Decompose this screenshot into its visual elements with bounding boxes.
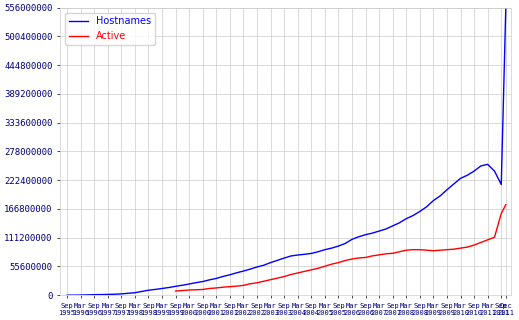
Active xyxy=(342,259,348,262)
Active xyxy=(179,289,185,292)
Active xyxy=(329,262,335,266)
Active xyxy=(457,246,463,250)
Active xyxy=(322,264,328,268)
Active xyxy=(383,252,389,256)
Active xyxy=(417,248,423,252)
Line: Active: Active xyxy=(175,205,506,291)
Legend: Hostnames, Active: Hostnames, Active xyxy=(65,12,155,45)
Active xyxy=(491,235,498,239)
Active xyxy=(376,253,382,257)
Active xyxy=(498,212,504,215)
Active xyxy=(220,285,226,289)
Active xyxy=(464,245,470,249)
Active xyxy=(281,275,287,278)
Active xyxy=(193,288,199,292)
Active xyxy=(424,248,430,252)
Active xyxy=(369,254,375,258)
Active xyxy=(410,248,416,252)
Active xyxy=(172,289,179,293)
Active xyxy=(200,288,206,292)
Active xyxy=(335,261,342,265)
Active xyxy=(247,282,253,286)
Active xyxy=(234,284,240,288)
Hostnames xyxy=(254,265,260,269)
Active xyxy=(213,286,220,290)
Hostnames xyxy=(132,291,138,295)
Active xyxy=(362,256,368,260)
Active xyxy=(471,243,477,247)
Active xyxy=(403,248,409,252)
Active xyxy=(288,273,294,276)
Active xyxy=(450,247,457,251)
Active xyxy=(308,268,315,272)
Active xyxy=(207,286,213,290)
Hostnames xyxy=(200,280,206,284)
Active xyxy=(295,271,301,275)
Active xyxy=(397,250,403,254)
Hostnames xyxy=(64,293,70,297)
Active xyxy=(349,257,355,261)
Active xyxy=(315,266,321,270)
Active xyxy=(444,248,450,252)
Active xyxy=(302,269,308,273)
Active xyxy=(261,279,267,283)
Active xyxy=(254,281,260,285)
Line: Hostnames: Hostnames xyxy=(67,8,506,295)
Hostnames xyxy=(172,284,179,288)
Active xyxy=(390,252,396,255)
Hostnames xyxy=(471,169,477,173)
Active xyxy=(240,284,247,287)
Active xyxy=(478,241,484,244)
Active xyxy=(274,276,280,280)
Active xyxy=(186,288,192,292)
Active xyxy=(485,238,491,242)
Active xyxy=(267,278,274,282)
Active xyxy=(503,203,509,207)
Active xyxy=(356,256,362,260)
Hostnames xyxy=(410,214,416,218)
Active xyxy=(227,285,233,289)
Hostnames xyxy=(503,6,509,10)
Active xyxy=(430,249,436,253)
Active xyxy=(437,248,443,252)
